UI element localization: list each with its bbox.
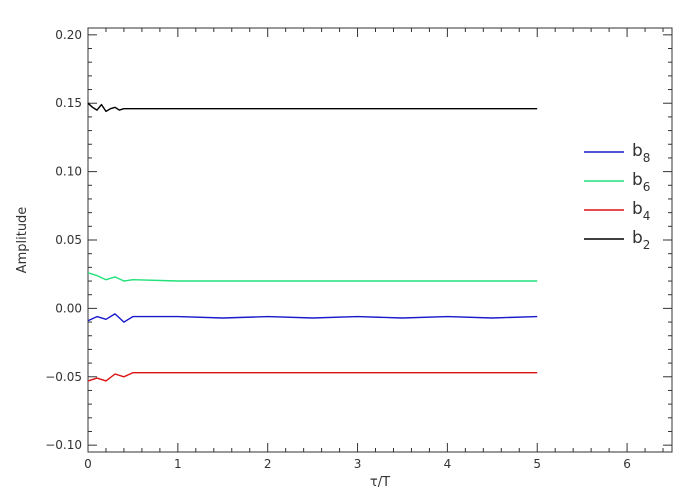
series-line-b8 — [87, 313, 538, 323]
legend-label-b2: b2 — [632, 228, 650, 252]
x-tick-label: 0 — [84, 457, 92, 471]
x-axis-label: τ/T — [370, 475, 390, 490]
axis-ticks: 0 1 2 3 4 5 6 −0.10 −0.05 0.00 0.05 0.10 0.15 0.20 — [45, 28, 672, 471]
x-tick-label: 3 — [354, 457, 362, 471]
y-tick-label: 0.00 — [55, 301, 82, 315]
legend-label-b4: b4 — [632, 199, 650, 223]
y-tick-label: 0.10 — [55, 165, 82, 179]
y-tick-label: 0.05 — [55, 233, 82, 247]
legend: b8 b6 b4 b2 — [584, 141, 650, 252]
x-tick-label: 1 — [174, 457, 182, 471]
y-tick-label: 0.15 — [55, 96, 82, 110]
x-tick-label: 5 — [533, 457, 541, 471]
series-line-b6 — [87, 272, 538, 282]
plot-frame — [87, 27, 673, 453]
series-line-b4 — [87, 372, 538, 382]
legend-label-b6: b6 — [632, 170, 650, 194]
x-tick-label: 2 — [264, 457, 272, 471]
series-line-b2 — [87, 102, 538, 113]
y-tick-label: 0.20 — [55, 28, 82, 42]
series-layer — [87, 102, 538, 382]
y-tick-label: −0.05 — [45, 370, 82, 384]
x-tick-label: 6 — [623, 457, 631, 471]
y-axis-label: Amplitude — [15, 207, 30, 274]
y-tick-label: −0.10 — [45, 438, 82, 452]
legend-label-b8: b8 — [632, 141, 650, 165]
x-tick-label: 4 — [444, 457, 452, 471]
